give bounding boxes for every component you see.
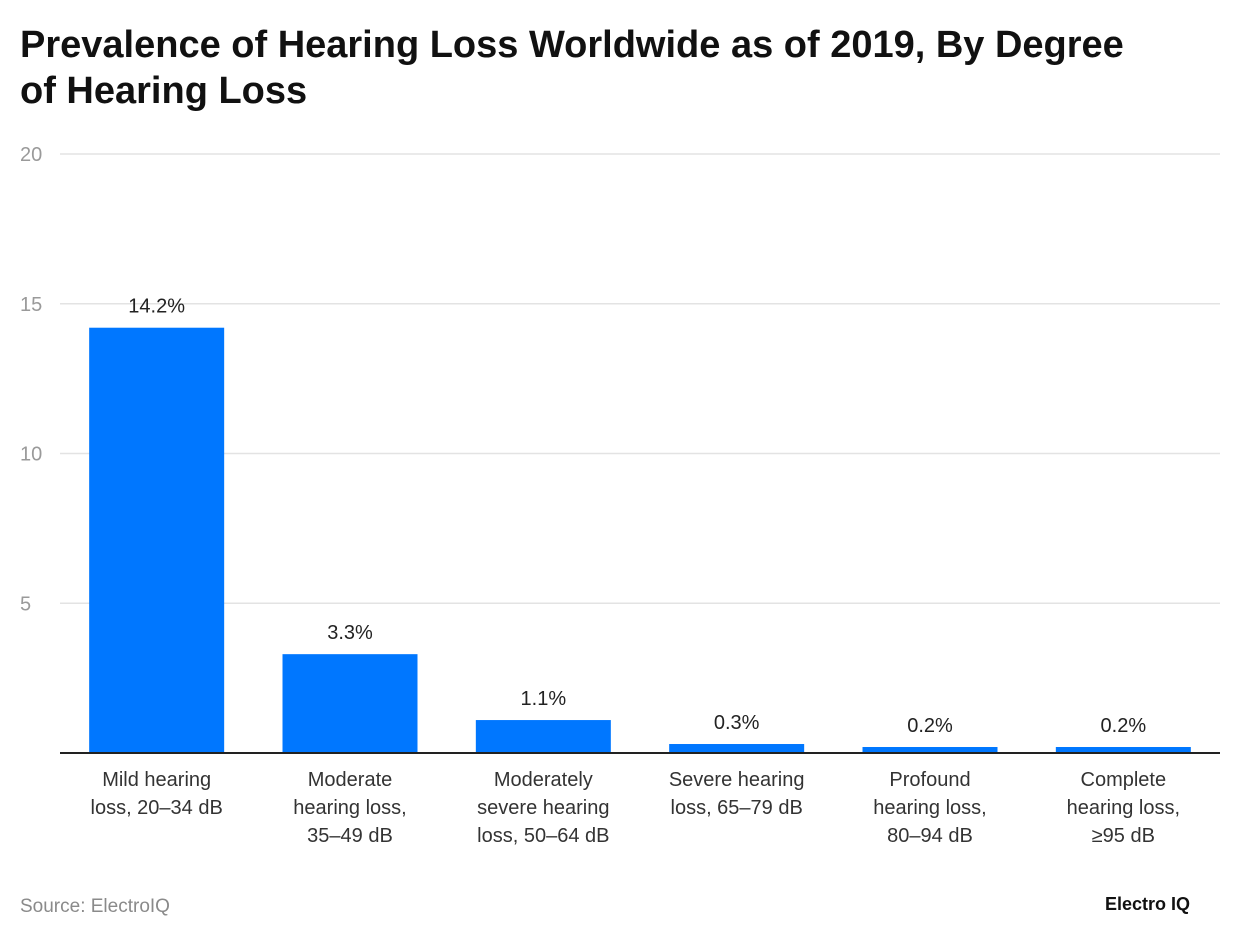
x-tick-label: hearing loss, [873, 797, 986, 819]
x-tick-label: hearing loss, [293, 797, 406, 819]
y-tick-label: 10 [20, 444, 42, 466]
y-tick-label: 20 [20, 144, 42, 166]
data-label: 0.2% [1101, 715, 1147, 737]
x-tick-label: hearing loss, [1067, 797, 1180, 819]
data-label: 3.3% [327, 622, 373, 644]
x-tick-label: loss, 50–64 dB [477, 825, 609, 847]
bar [1055, 747, 1191, 753]
data-label: 14.2% [128, 296, 185, 318]
data-label: 0.2% [907, 715, 953, 737]
x-tick-label: loss, 20–34 dB [91, 797, 223, 819]
x-tick-label: severe hearing [477, 797, 609, 819]
data-label: 0.3% [714, 712, 760, 734]
x-tick-label: ≥95 dB [1092, 825, 1155, 847]
y-tick-label: 15 [20, 294, 42, 316]
chart-title: Prevalence of Hearing Loss Worldwide as … [20, 24, 1124, 112]
y-tick-label: 5 [20, 593, 31, 615]
x-tick-label: Moderately [494, 769, 593, 791]
x-tick-label: Profound [889, 769, 970, 791]
bar [669, 744, 805, 753]
source-note: Source: ElectroIQ [20, 896, 170, 917]
x-tick-label: Complete [1081, 769, 1167, 791]
x-tick-label: Moderate [308, 769, 393, 791]
bar [475, 720, 611, 753]
bar [89, 327, 225, 753]
data-label: 1.1% [521, 688, 567, 710]
x-tick-label: Severe hearing [669, 769, 805, 791]
x-tick-label: loss, 65–79 dB [671, 797, 803, 819]
x-tick-label: 80–94 dB [887, 825, 973, 847]
x-tick-label: Mild hearing [102, 769, 211, 791]
bar [282, 654, 418, 753]
brand-logo: Electro IQ [1105, 894, 1191, 914]
bar [862, 747, 998, 753]
x-tick-label: 35–49 dB [307, 825, 393, 847]
